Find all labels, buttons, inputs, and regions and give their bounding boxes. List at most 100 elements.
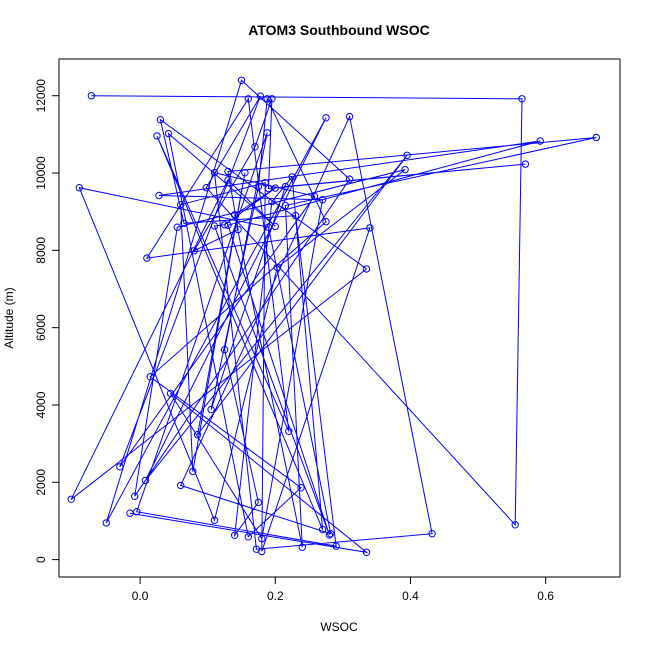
data-point (67, 495, 75, 503)
data-point (511, 521, 519, 529)
data-point (190, 247, 198, 255)
data-point (193, 431, 202, 439)
data-point (153, 132, 161, 140)
x-axis: 0.0 0.2 0.4 0.6 (132, 576, 554, 603)
data-point (87, 92, 96, 100)
data-point (202, 184, 211, 192)
data-point (428, 530, 436, 538)
data-point (592, 133, 600, 142)
y-tick-label: 8000 (34, 237, 48, 264)
data-point (166, 389, 175, 398)
y-tick-label: 0 (34, 556, 48, 563)
data-point (131, 492, 139, 500)
data-point (281, 182, 290, 191)
y-tick-label: 12000 (34, 79, 48, 113)
data-point (362, 548, 371, 556)
data-point (327, 530, 335, 538)
data-point (332, 542, 340, 550)
data-point (244, 533, 253, 541)
x-tick-label: 0.6 (537, 589, 554, 603)
data-point (401, 165, 409, 174)
data-point (322, 114, 330, 122)
data-point (231, 211, 239, 219)
y-tick-label: 2000 (34, 469, 48, 496)
data-point (256, 92, 265, 100)
data-point (251, 143, 259, 151)
data-point (325, 531, 334, 539)
data-point (155, 191, 163, 200)
data-point (133, 508, 141, 516)
data-point (237, 76, 246, 85)
data-point (318, 525, 327, 534)
data-point (126, 509, 134, 517)
data-point (210, 169, 219, 177)
data-point (75, 184, 84, 192)
data-point (102, 519, 111, 527)
data-point (318, 196, 327, 204)
data-point (189, 467, 197, 476)
data-point (210, 222, 219, 230)
y-tick-label: 10000 (34, 156, 48, 190)
data-point (177, 201, 185, 209)
data-point (254, 498, 263, 507)
data-point (518, 95, 526, 103)
data-point (291, 211, 300, 220)
data-point (536, 137, 544, 145)
x-tick-label: 0.0 (132, 589, 149, 603)
data-point (116, 463, 124, 471)
data-point (180, 219, 188, 228)
data-point (224, 221, 232, 229)
data-point (285, 427, 293, 435)
data-point (254, 182, 263, 191)
data-point (297, 484, 305, 492)
data-point (156, 116, 165, 124)
data-point (220, 346, 229, 354)
data-point (298, 543, 306, 551)
y-axis: 0 2000 4000 6000 8000 10000 12000 (34, 79, 60, 563)
data-point (141, 476, 150, 485)
data-point (173, 223, 182, 231)
data-point (288, 173, 296, 181)
data-point (231, 531, 239, 539)
data-point (234, 225, 242, 234)
data-point (345, 112, 354, 121)
y-axis-label: Altitude (m) (2, 287, 16, 348)
data-point (366, 224, 374, 232)
data-point (268, 197, 276, 206)
chart-title: ATOM3 Southbound WSOC (248, 22, 429, 38)
data-point (273, 263, 281, 272)
data-point (146, 373, 154, 381)
data-point (322, 218, 330, 226)
y-tick-label: 6000 (34, 314, 48, 341)
data-point (143, 254, 151, 262)
data-point (263, 129, 271, 137)
data-point (207, 405, 215, 414)
data-point (164, 129, 173, 138)
data-point (271, 222, 279, 231)
data-point (210, 516, 219, 524)
x-tick-label: 0.2 (267, 589, 284, 603)
data-point (403, 151, 411, 160)
data-point (271, 184, 279, 192)
data-point (258, 547, 266, 556)
y-tick-label: 4000 (34, 391, 48, 418)
data-point (258, 535, 266, 543)
series-line (70, 79, 597, 554)
data-point (310, 192, 319, 200)
data-point (220, 221, 229, 229)
data-point (268, 95, 276, 103)
data-point (224, 176, 232, 184)
x-tick-label: 0.4 (402, 589, 419, 603)
data-point (244, 95, 253, 103)
data-point (224, 167, 232, 176)
data-point (177, 481, 185, 490)
series-layer (67, 76, 600, 556)
data-point (281, 201, 290, 210)
data-point (241, 169, 249, 177)
data-point (345, 175, 354, 183)
data-point (521, 160, 530, 168)
data-point (362, 265, 371, 273)
data-point (261, 179, 269, 187)
x-axis-label: WSOC (320, 620, 358, 634)
